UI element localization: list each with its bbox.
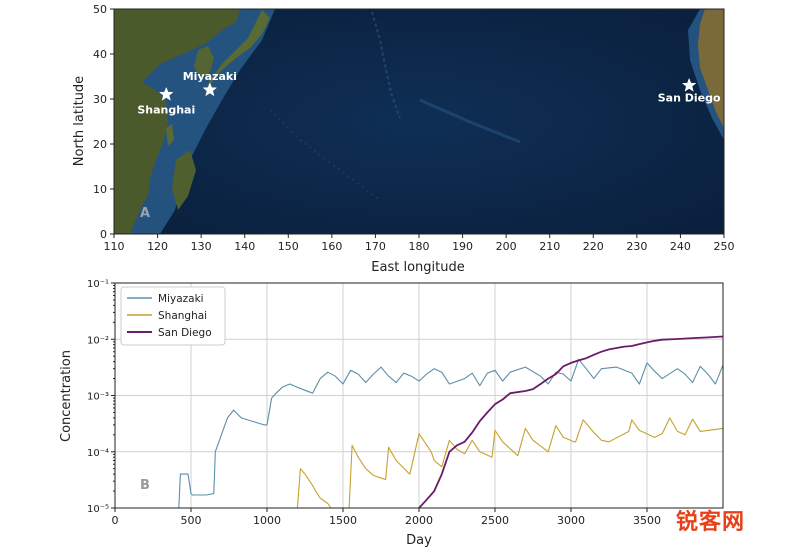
legend-label-shanghai: Shanghai: [158, 310, 207, 322]
ytick-label: 10⁻³: [87, 392, 109, 403]
xtick-label: 0: [112, 514, 119, 527]
seamount-chain-1: [371, 11, 401, 119]
map-xtick-label: 120: [147, 240, 168, 253]
ytick-label: 10⁻²: [87, 335, 109, 346]
xtick-label: 500: [181, 514, 202, 527]
map-ytick-label: 50: [93, 3, 107, 16]
map-ytick-label: 40: [93, 48, 107, 61]
map-xtick-label: 110: [104, 240, 125, 253]
map-ytick-label: 0: [100, 228, 107, 241]
series-line-san-diego: [418, 335, 723, 508]
xtick-label: 2500: [481, 514, 509, 527]
map-xtick-label: 220: [583, 240, 604, 253]
line-xlabel: Day: [406, 533, 432, 548]
map-xtick-label: 200: [496, 240, 517, 253]
japan-land: [206, 10, 270, 90]
map-ylabel: North latitude: [72, 76, 87, 166]
map-ytick-label: 10: [93, 183, 107, 196]
legend-label-san-diego: San Diego: [158, 327, 212, 339]
xtick-label: 2000: [405, 514, 433, 527]
map-xtick-label: 160: [321, 240, 342, 253]
xtick-label: 3000: [557, 514, 585, 527]
line-panel: 0 500 1000 1500 2000 2500 3000 3500 10⁻⁵ 10⁻⁴ 10⁻³…: [59, 279, 724, 548]
map-xtick-label: 240: [670, 240, 691, 253]
ytick-label: 10⁻⁴: [87, 448, 109, 459]
xtick-label: 3500: [633, 514, 661, 527]
location-label-san-diego: San Diego: [658, 92, 721, 105]
xtick-label: 1500: [329, 514, 357, 527]
map-xtick-label: 210: [539, 240, 560, 253]
map-xtick-label: 230: [626, 240, 647, 253]
map-xtick-label: 250: [714, 240, 735, 253]
seamount-chain-3: [269, 109, 381, 201]
watermark-logo: 锐客网: [676, 510, 746, 535]
ytick-label: 10⁻⁵: [87, 504, 109, 515]
line-ylabel: Concentration: [59, 350, 74, 442]
xtick-label: 1000: [253, 514, 281, 527]
series-line-miyazaki: [178, 358, 723, 508]
map-xlabel: East longitude: [371, 260, 464, 275]
location-label-shanghai: Shanghai: [137, 104, 195, 117]
map-ytick-label: 20: [93, 138, 107, 151]
ytick-label: 10⁻¹: [87, 279, 109, 290]
location-label-miyazaki: Miyazaki: [183, 70, 237, 83]
asia-land: [114, 9, 240, 234]
panel-label-b: B: [140, 478, 150, 493]
star-marker-shanghai: [158, 86, 174, 101]
map-xtick-label: 170: [365, 240, 386, 253]
star-marker-san-diego: [681, 77, 697, 92]
map-xtick-label: 130: [191, 240, 212, 253]
seamount-chain-2: [419, 98, 521, 144]
philippines-land: [172, 150, 196, 210]
series-line-shanghai: [296, 417, 723, 508]
map-xtick-label: 180: [409, 240, 430, 253]
legend-box: [120, 286, 226, 346]
map-xtick-label: 140: [234, 240, 255, 253]
legend-label-miyazaki: Miyazaki: [158, 293, 204, 305]
korea-land: [194, 46, 214, 78]
map-xtick-label: 190: [452, 240, 473, 253]
legend: Miyazaki Shanghai San Diego: [120, 286, 226, 346]
taiwan-land: [166, 124, 174, 146]
north-america-land: [698, 9, 724, 128]
map-panel: 110 120 130 140 150 160 170 180 190 200 210 220 230 2…: [72, 3, 735, 275]
star-marker-miyazaki: [202, 82, 218, 97]
map-ytick-label: 30: [93, 93, 107, 106]
panel-label-a: A: [140, 206, 150, 221]
map-xtick-label: 150: [278, 240, 299, 253]
